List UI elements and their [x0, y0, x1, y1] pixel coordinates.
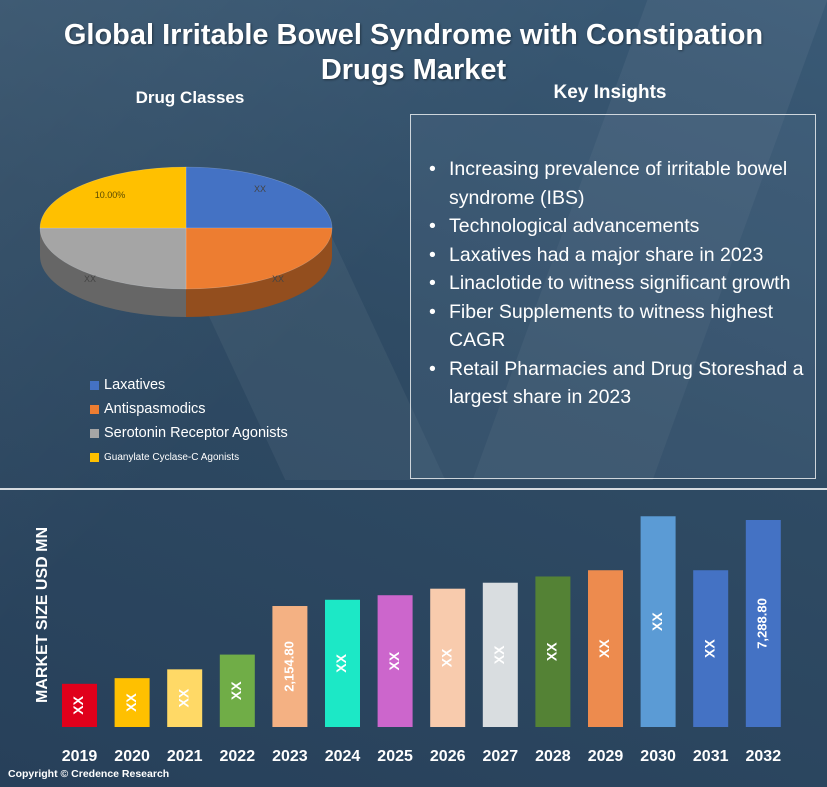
bar-2026 [430, 588, 466, 727]
legend-item-antispasmodics: Antispasmodics [90, 397, 288, 421]
pie-chart: XX XX XX 10.00% [39, 166, 333, 317]
x-tick-label: 2029 [588, 748, 624, 765]
x-tick-label: 2031 [693, 748, 729, 765]
section-divider [0, 488, 827, 490]
bar-2024 [325, 599, 360, 727]
bar-2023 [272, 606, 308, 727]
x-tick-label: 2019 [62, 748, 98, 765]
pie-depth [40, 228, 332, 317]
bar-data-label: XX [438, 648, 454, 667]
legend-label: Laxatives [104, 377, 166, 393]
legend-label: Guanylate Cyclase-C Agonists [104, 451, 240, 463]
bar-data-label: XX [701, 639, 717, 658]
legend-label: Antispasmodics [104, 401, 206, 417]
bar-2027 [482, 582, 518, 727]
insight-item: Technological advancements [421, 212, 811, 241]
legend-item-serotonin: Serotonin Receptor Agonists [90, 421, 288, 445]
x-tick-label: 2025 [377, 748, 413, 765]
insights-list: Increasing prevalence of irritable bowel… [421, 155, 811, 412]
bars-group: XX 2019 XX 2020 XX 2021 XX 2022 2,154.80 2023 XX 20… [62, 516, 781, 765]
pie-heading: Drug Classes [135, 88, 245, 107]
bar-2028 [535, 576, 571, 727]
insight-item: Increasing prevalence of irritable bowel… [421, 155, 811, 212]
pie-data-label: XX [84, 274, 96, 284]
bar-data-label: XX [596, 639, 612, 658]
pie-side-2 [40, 228, 186, 317]
bar-2025 [377, 595, 413, 727]
pie-side-1 [186, 228, 332, 317]
bar-2019 [62, 683, 97, 727]
bar-2020 [114, 678, 150, 727]
y-axis-label: MARKET SIZE USD MN [34, 527, 51, 703]
insight-item: Laxatives had a major share in 2023 [421, 241, 811, 270]
insights-heading: Key Insights [553, 82, 667, 103]
x-tick-label: 2022 [220, 748, 256, 765]
legend-swatch [90, 428, 99, 438]
x-tick-label: 2026 [430, 748, 466, 765]
pie-data-label: 10.00% [95, 190, 126, 200]
bar-data-label: XX [333, 653, 349, 672]
pie-slice-0 [185, 166, 333, 229]
bar-2032 [745, 519, 781, 727]
bar-data-label: XX [491, 645, 507, 664]
bar-data-label: XX [228, 681, 244, 700]
bar-2031 [693, 570, 729, 727]
bar-2022 [219, 654, 255, 727]
insights-box: Increasing prevalence of irritable bowel… [410, 114, 816, 479]
bar-data-label: XX [386, 651, 402, 670]
insight-item: Linaclotide to witness significant growt… [421, 269, 811, 298]
x-tick-label: 2024 [325, 748, 361, 765]
x-tick-label: 2021 [167, 748, 203, 765]
bar-2021 [167, 669, 203, 727]
x-tick-label: 2028 [535, 748, 571, 765]
pie-slice-1 [185, 227, 333, 290]
x-tick-label: 2027 [483, 748, 519, 765]
x-tick-label: 2032 [746, 748, 782, 765]
bar-2030 [640, 516, 676, 727]
bar-chart: MARKET SIZE USD MN XX 2019 XX 2020 XX 2021 XX 2… [34, 516, 781, 765]
title-line-1: Global Irritable Bowel Syndrome with Con… [63, 19, 764, 51]
bar-data-label: XX [544, 642, 560, 661]
pie-slice-2 [39, 227, 187, 290]
page-title: Global Irritable Bowel Syndrome with Con… [0, 18, 827, 88]
insight-item: Fiber Supplements to witness highest CAG… [421, 298, 811, 355]
pie-legend: Laxatives Antispasmodics Serotonin Recep… [90, 373, 288, 469]
insight-item: Retail Pharmacies and Drug Storeshad a l… [421, 355, 811, 412]
legend-swatch [90, 404, 99, 414]
pie-slice-3 [39, 166, 187, 229]
pie-labels: XX XX XX 10.00% [84, 184, 284, 284]
bar-data-label: XX [649, 612, 665, 631]
legend-item-laxatives: Laxatives [90, 373, 288, 397]
x-tick-label: 2023 [272, 748, 308, 765]
x-tick-label: 2020 [114, 748, 150, 765]
x-tick-label: 2030 [640, 748, 676, 765]
bar-data-label: 2,154.80 [281, 641, 296, 692]
copyright: Copyright © Credence Research [8, 768, 170, 780]
legend-swatch [90, 452, 99, 462]
bar-data-label: XX [123, 693, 139, 712]
bar-2029 [588, 570, 623, 727]
title-line-2: Drugs Market [320, 54, 507, 86]
pie-data-label: XX [272, 274, 284, 284]
legend-item-guanylate: Guanylate Cyclase-C Agonists [90, 445, 288, 469]
legend-swatch [90, 380, 99, 390]
bar-data-label: XX [70, 695, 86, 714]
pie-data-label: XX [254, 184, 266, 194]
bar-data-label: XX [175, 688, 191, 707]
legend-label: Serotonin Receptor Agonists [104, 425, 288, 441]
pie-top [39, 166, 333, 290]
bar-data-label: 7,288.80 [755, 598, 770, 649]
